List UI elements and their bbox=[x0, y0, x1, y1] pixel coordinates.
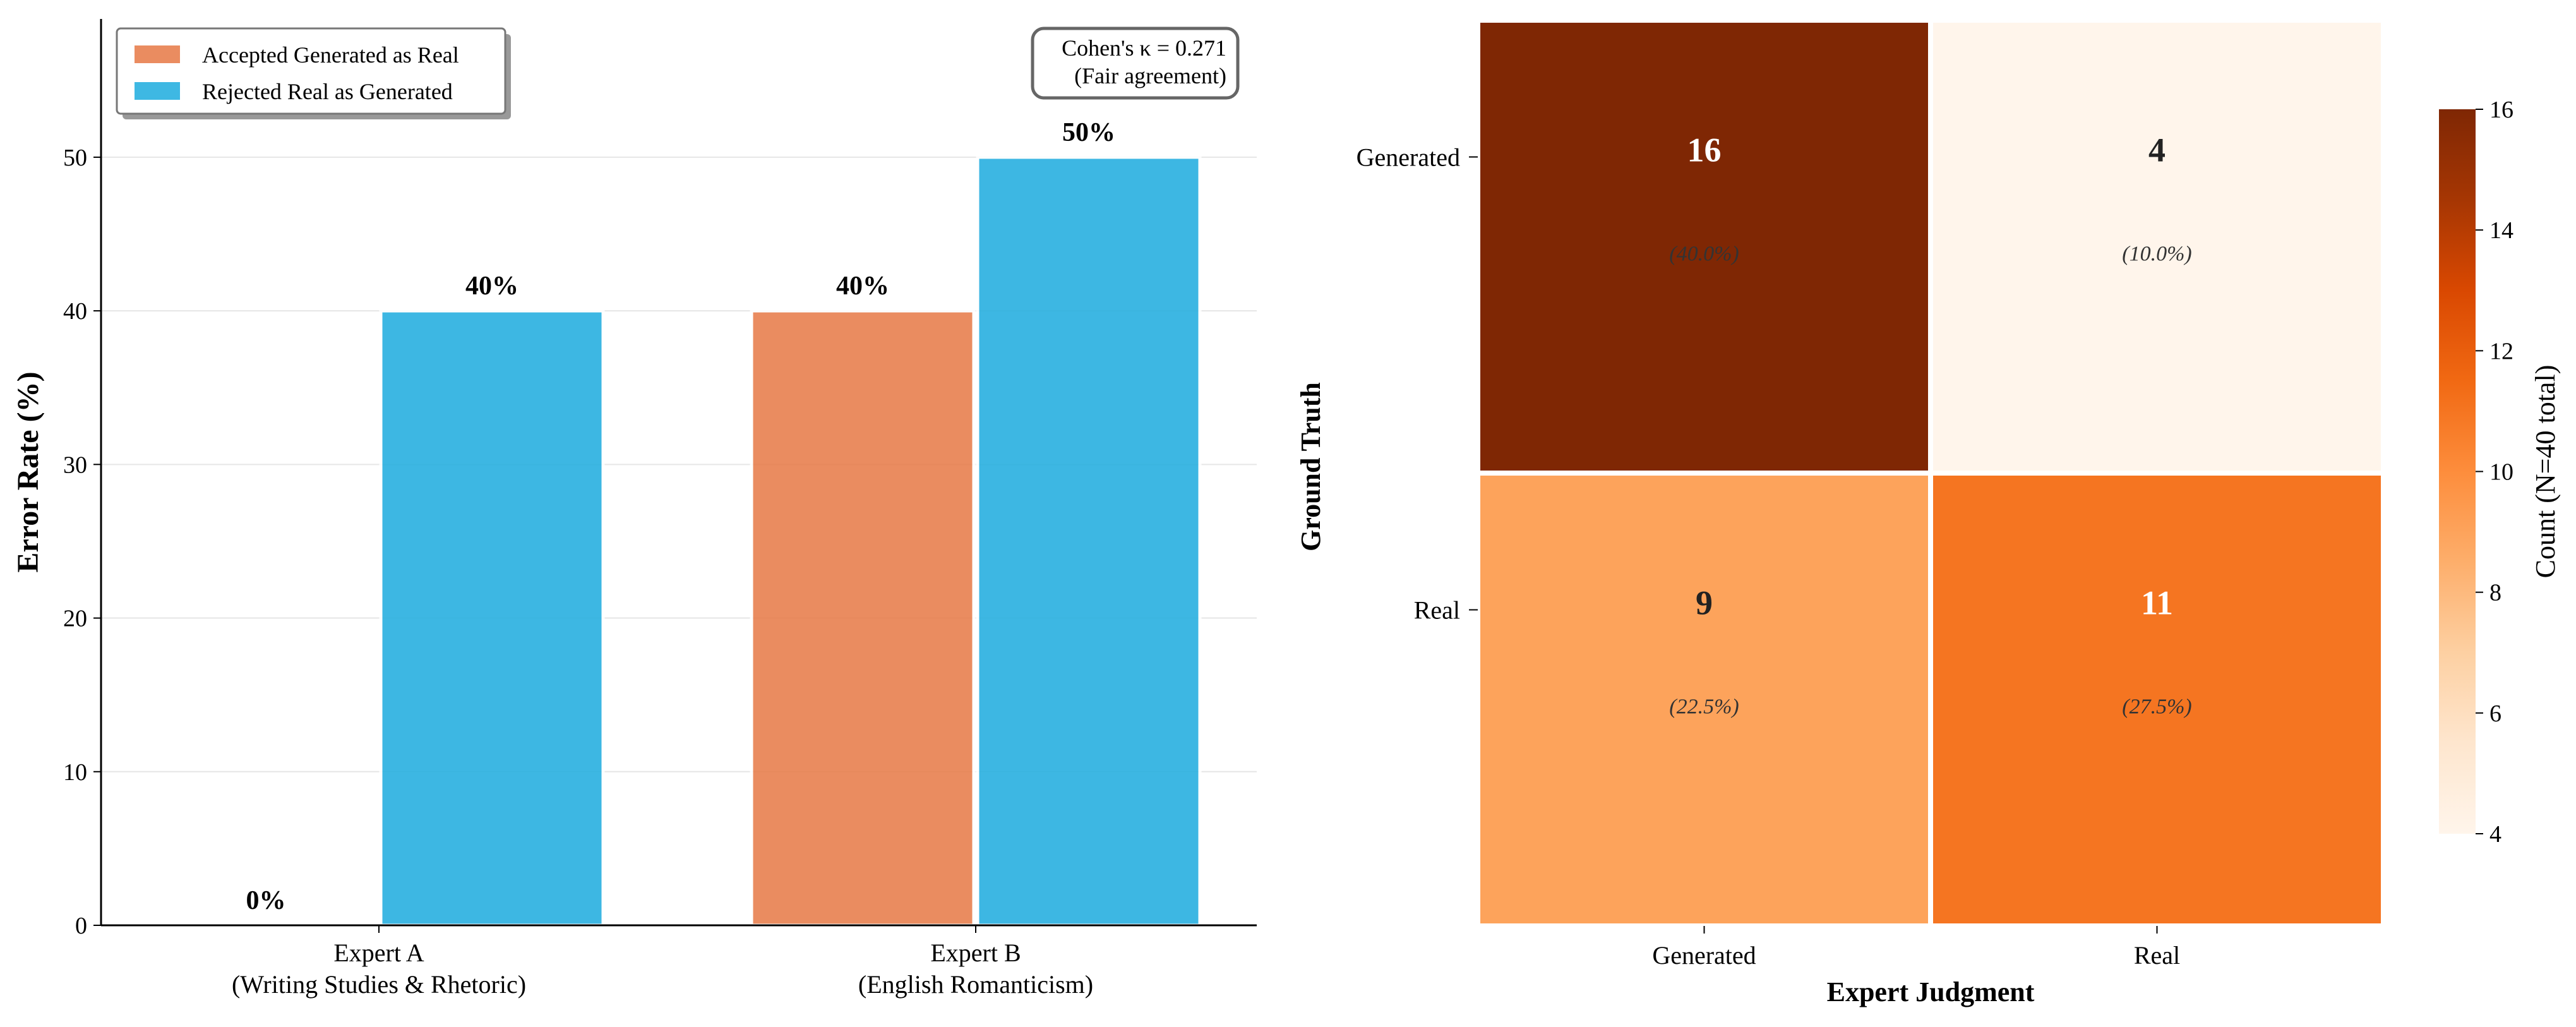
x-tick-label-line: Expert A bbox=[333, 939, 424, 967]
column-tick-label: Generated bbox=[1652, 941, 1756, 970]
legend-entry-label: Rejected Real as Generated bbox=[202, 79, 453, 104]
heatmap-count-label: 9 bbox=[1696, 584, 1713, 622]
colorbar-label: Count (N=40 total) bbox=[2530, 365, 2561, 579]
heatmap-cell bbox=[1475, 471, 1933, 928]
bar-value-label: 40% bbox=[465, 272, 518, 301]
heatmap-percent-label: (27.5%) bbox=[2122, 695, 2191, 719]
x-tick-label-line: Expert B bbox=[930, 939, 1021, 967]
heatmap-cell bbox=[1928, 18, 2386, 476]
colorbar-tick-label: 10 bbox=[2489, 459, 2513, 486]
y-tick-label: 30 bbox=[63, 452, 87, 478]
column-tick-label: Real bbox=[2134, 941, 2180, 970]
heatmap-percent-label: (10.0%) bbox=[2122, 243, 2191, 266]
legend-entry-label: Accepted Generated as Real bbox=[202, 42, 459, 68]
annotation-line: (Fair agreement) bbox=[1074, 63, 1226, 88]
x-tick-label: Expert B (English Romanticism) bbox=[858, 939, 1093, 999]
colorbar-tick-label: 4 bbox=[2489, 821, 2501, 848]
x-ticks: Expert A (Writing Studies & Rhetoric)Expe… bbox=[232, 925, 1093, 999]
axes bbox=[100, 19, 1257, 927]
bar-chart: 0% 40% 40% 50% 0 10 20 30 40 50 Expert A (Writing… bbox=[11, 19, 1257, 999]
colorbar-tick-label: 16 bbox=[2489, 97, 2513, 123]
heatmap-percent-label: (22.5%) bbox=[1669, 695, 1739, 719]
legend-swatch bbox=[135, 82, 180, 100]
annotation-box bbox=[1031, 27, 1240, 100]
colorbar-tick-label: 12 bbox=[2489, 338, 2513, 364]
legend-swatch bbox=[135, 45, 180, 63]
y-tick-label: 20 bbox=[63, 606, 87, 632]
heatmap-count-label: 11 bbox=[2141, 584, 2173, 622]
x-tick-label: Expert A (Writing Studies & Rhetoric) bbox=[232, 939, 526, 999]
x-tick-label-line: (Writing Studies & Rhetoric) bbox=[232, 970, 526, 999]
bar-rejected-real bbox=[379, 309, 605, 927]
legend-box bbox=[116, 27, 506, 115]
y-tick-label: 50 bbox=[63, 145, 87, 171]
heatmap-percent-label: (40.0%) bbox=[1669, 243, 1739, 266]
heatmap-cells: 16 (40.0%) 4 (10.0%) 9 (22.5%) 11 (27.5%) bbox=[1475, 18, 2386, 928]
heatmap-cell bbox=[1475, 18, 1933, 476]
column-tick-labels: Generated Real bbox=[1652, 926, 2180, 970]
bar-value-label: 50% bbox=[1062, 118, 1115, 147]
heatmap-count-label: 4 bbox=[2148, 131, 2166, 169]
row-tick-label: Real bbox=[1414, 596, 1460, 625]
annotation-text: Cohen's κ = 0.271 (Fair agreement) bbox=[1062, 35, 1226, 88]
bar-accepted-generated bbox=[750, 309, 976, 927]
row-tick-label: Generated bbox=[1357, 143, 1460, 172]
value-labels: 0% 40% 40% 50% bbox=[246, 118, 1116, 915]
colorbar: 4 6 8 10 12 14 16 Count (N=40 total) bbox=[2439, 97, 2561, 848]
x-axis-label: Expert Judgment bbox=[1827, 976, 2035, 1007]
colorbar-tick-label: 14 bbox=[2489, 217, 2513, 244]
y-axis-label: Ground Truth bbox=[1295, 382, 1326, 551]
row-tick-labels: Generated Real bbox=[1357, 143, 1478, 625]
heatmap-cell bbox=[1928, 471, 2386, 928]
legend: Accepted Generated as Real Rejected Real … bbox=[116, 27, 511, 119]
annotation-line: Cohen's κ = 0.271 bbox=[1062, 35, 1226, 61]
confusion-heatmap: 16 (40.0%) 4 (10.0%) 9 (22.5%) 11 (27.5%) Gener… bbox=[1295, 18, 2561, 1007]
y-tick-label: 40 bbox=[63, 298, 87, 325]
x-tick-label-line: (English Romanticism) bbox=[858, 970, 1093, 999]
colorbar-tick-label: 8 bbox=[2489, 580, 2501, 606]
heatmap-count-label: 16 bbox=[1687, 131, 1722, 169]
bar-rejected-real bbox=[976, 155, 1202, 927]
y-axis-label: Error Rate (%) bbox=[11, 371, 45, 572]
bars bbox=[379, 155, 1202, 927]
y-tick-label: 0 bbox=[75, 913, 87, 939]
colorbar-tick-label: 6 bbox=[2489, 700, 2501, 727]
bar-value-label: 0% bbox=[246, 886, 286, 915]
y-ticks: 0 10 20 30 40 50 bbox=[63, 145, 101, 939]
y-tick-label: 10 bbox=[63, 759, 87, 786]
kappa-annotation: Cohen's κ = 0.271 (Fair agreement) bbox=[1031, 27, 1240, 100]
bar-value-label: 40% bbox=[836, 272, 889, 301]
colorbar-gradient bbox=[2439, 109, 2476, 834]
